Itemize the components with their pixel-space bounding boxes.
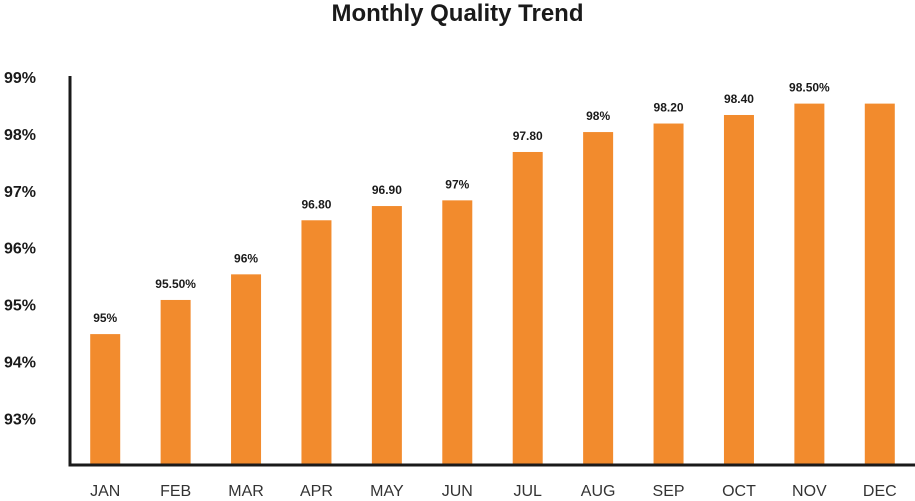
x-tick-label: DEC [863,483,897,500]
x-tick-label: MAY [370,483,404,500]
x-tick-label: NOV [792,483,827,500]
y-tick-label: 93% [4,411,36,428]
x-tick-label: OCT [722,483,756,500]
bar-jun [442,200,473,465]
data-label: 98.40 [724,92,754,106]
x-tick-label: FEB [160,483,191,500]
x-axis-ticks: JAN FEB MAR APR MAY JUN JUL AUG SEP OCT NOV DEC [90,483,897,500]
data-label: 98.50% [789,81,830,95]
data-label: 95.50% [155,277,196,291]
bar-aug [583,132,614,466]
y-tick-label: 97% [4,184,36,201]
x-tick-label: APR [300,483,333,500]
bar-dec [864,103,895,465]
x-tick-label: SEP [653,483,685,500]
bar-feb [160,299,191,465]
bar-nov [794,103,825,465]
bar-may [371,206,402,466]
bar-jan [90,334,121,465]
data-label: 95% [93,311,117,325]
y-tick-label: 95% [4,298,36,315]
bar-oct [723,114,754,465]
y-tick-label: 98% [4,127,36,144]
y-tick-label: 99% [4,70,36,87]
data-label: 97% [445,177,469,191]
x-tick-label: JUL [513,483,542,500]
y-tick-label: 94% [4,355,36,372]
axes [68,76,915,467]
data-label: 98.20 [654,101,684,115]
x-tick-label: JUN [442,483,473,500]
data-label: 97.80 [513,129,543,143]
x-tick-label: JAN [90,483,120,500]
bar-jul [512,151,543,465]
data-labels: 95% 95.50% 96% 96.80 96.90 97% 97.80 98% 98.20 98… [93,81,830,325]
y-axis-ticks: 93% 94% 95% 96% 97% 98% 99% [4,70,36,428]
bars [90,103,895,466]
bar-mar [231,274,262,465]
y-tick-label: 96% [4,241,36,258]
bar-sep [653,123,684,465]
data-label: 96.90 [372,183,402,197]
x-tick-label: AUG [581,483,616,500]
data-label: 96% [234,251,258,265]
chart-title: Monthly Quality Trend [331,0,584,27]
bar-apr [301,220,332,465]
data-label: 96.80 [301,197,331,211]
x-tick-label: MAR [228,483,264,500]
data-label: 98% [586,109,610,123]
